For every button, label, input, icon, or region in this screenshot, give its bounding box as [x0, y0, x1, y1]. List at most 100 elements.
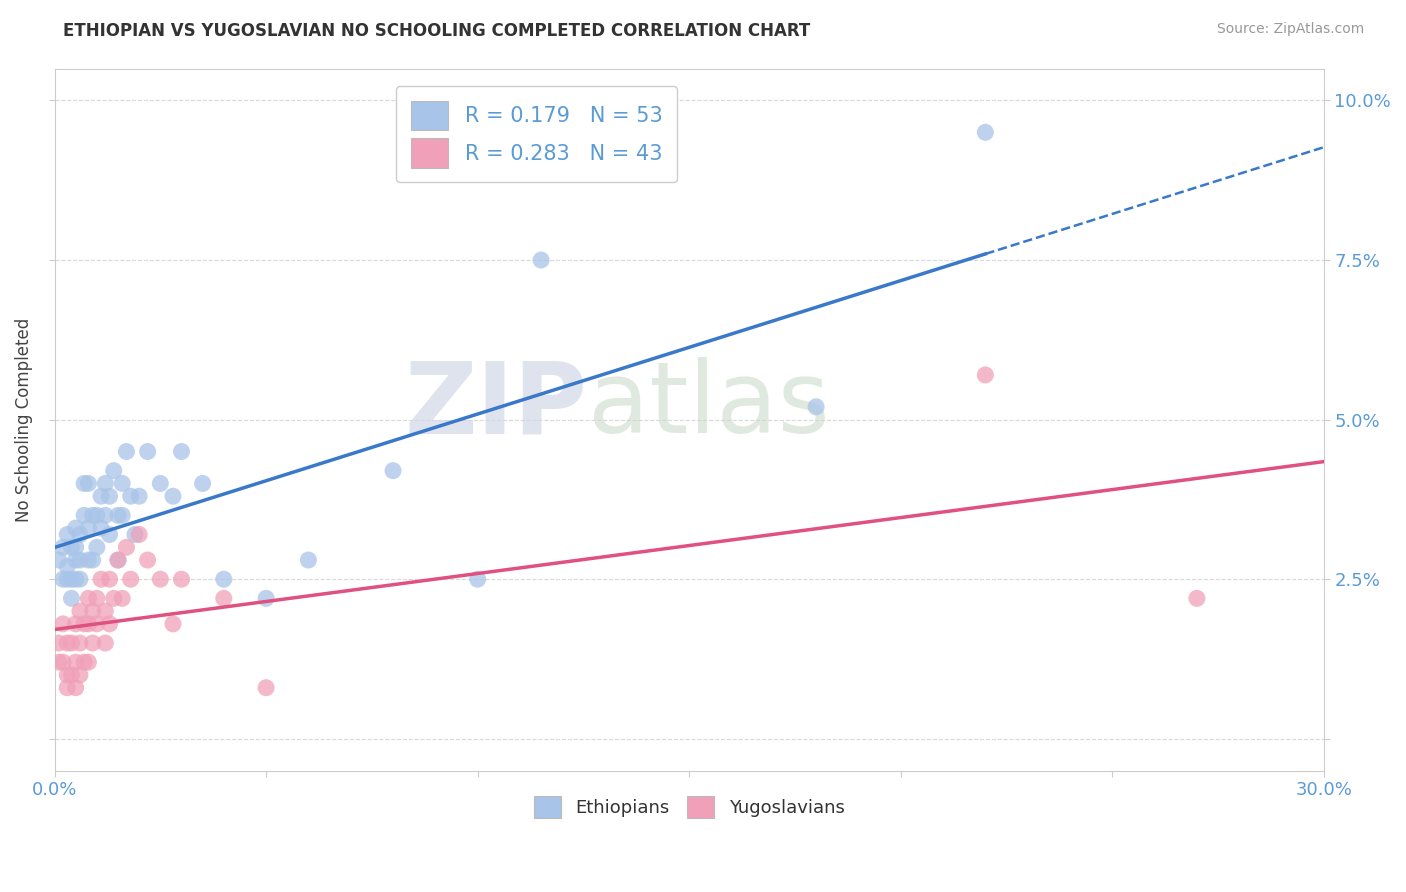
Point — [69, 604, 91, 618]
Point — [60, 636, 83, 650]
Point — [103, 591, 125, 606]
Point — [86, 591, 108, 606]
Point — [73, 616, 96, 631]
Point — [212, 591, 235, 606]
Point — [94, 476, 117, 491]
Point — [98, 616, 121, 631]
Point — [107, 553, 129, 567]
Point — [73, 476, 96, 491]
Point — [120, 489, 142, 503]
Point — [254, 591, 277, 606]
Point — [56, 527, 79, 541]
Point — [82, 636, 104, 650]
Point — [48, 553, 70, 567]
Text: ZIP: ZIP — [405, 357, 588, 454]
Point — [56, 572, 79, 586]
Point — [94, 636, 117, 650]
Point — [212, 572, 235, 586]
Point — [124, 527, 146, 541]
Text: atlas: atlas — [588, 357, 830, 454]
Point — [65, 541, 87, 555]
Point — [65, 655, 87, 669]
Point — [65, 521, 87, 535]
Point — [82, 553, 104, 567]
Point — [56, 636, 79, 650]
Point — [974, 125, 997, 139]
Point — [1185, 591, 1208, 606]
Point — [73, 508, 96, 523]
Point — [69, 527, 91, 541]
Point — [52, 572, 75, 586]
Point — [128, 489, 150, 503]
Point — [149, 572, 172, 586]
Point — [86, 541, 108, 555]
Point — [77, 591, 100, 606]
Point — [65, 553, 87, 567]
Point — [90, 521, 112, 535]
Point — [69, 553, 91, 567]
Point — [111, 476, 134, 491]
Point — [170, 444, 193, 458]
Point — [107, 508, 129, 523]
Point — [73, 655, 96, 669]
Point — [530, 253, 553, 268]
Point — [98, 489, 121, 503]
Point — [56, 681, 79, 695]
Point — [90, 572, 112, 586]
Point — [128, 527, 150, 541]
Point — [191, 476, 214, 491]
Point — [52, 616, 75, 631]
Point — [98, 527, 121, 541]
Point — [136, 553, 159, 567]
Point — [77, 521, 100, 535]
Text: Source: ZipAtlas.com: Source: ZipAtlas.com — [1216, 22, 1364, 37]
Point — [65, 681, 87, 695]
Point — [107, 553, 129, 567]
Point — [149, 476, 172, 491]
Point — [162, 616, 184, 631]
Point — [98, 572, 121, 586]
Point — [115, 444, 138, 458]
Point — [136, 444, 159, 458]
Point — [297, 553, 319, 567]
Point — [94, 604, 117, 618]
Point — [77, 655, 100, 669]
Point — [115, 541, 138, 555]
Point — [82, 508, 104, 523]
Point — [382, 464, 405, 478]
Point — [48, 636, 70, 650]
Legend: Ethiopians, Yugoslavians: Ethiopians, Yugoslavians — [526, 789, 852, 825]
Y-axis label: No Schooling Completed: No Schooling Completed — [15, 318, 32, 522]
Point — [111, 508, 134, 523]
Point — [60, 572, 83, 586]
Point — [60, 668, 83, 682]
Point — [56, 668, 79, 682]
Point — [82, 604, 104, 618]
Point — [65, 616, 87, 631]
Point — [69, 668, 91, 682]
Point — [111, 591, 134, 606]
Point — [77, 616, 100, 631]
Point — [52, 541, 75, 555]
Point — [77, 553, 100, 567]
Point — [60, 591, 83, 606]
Point — [56, 559, 79, 574]
Point — [94, 508, 117, 523]
Point — [170, 572, 193, 586]
Point — [52, 655, 75, 669]
Point — [86, 616, 108, 631]
Text: ETHIOPIAN VS YUGOSLAVIAN NO SCHOOLING COMPLETED CORRELATION CHART: ETHIOPIAN VS YUGOSLAVIAN NO SCHOOLING CO… — [63, 22, 810, 40]
Point — [69, 572, 91, 586]
Point — [65, 572, 87, 586]
Point — [467, 572, 489, 586]
Point — [120, 572, 142, 586]
Point — [103, 464, 125, 478]
Point — [90, 489, 112, 503]
Point — [804, 400, 827, 414]
Point — [86, 508, 108, 523]
Point — [60, 541, 83, 555]
Point — [69, 636, 91, 650]
Point — [254, 681, 277, 695]
Point — [48, 655, 70, 669]
Point — [974, 368, 997, 382]
